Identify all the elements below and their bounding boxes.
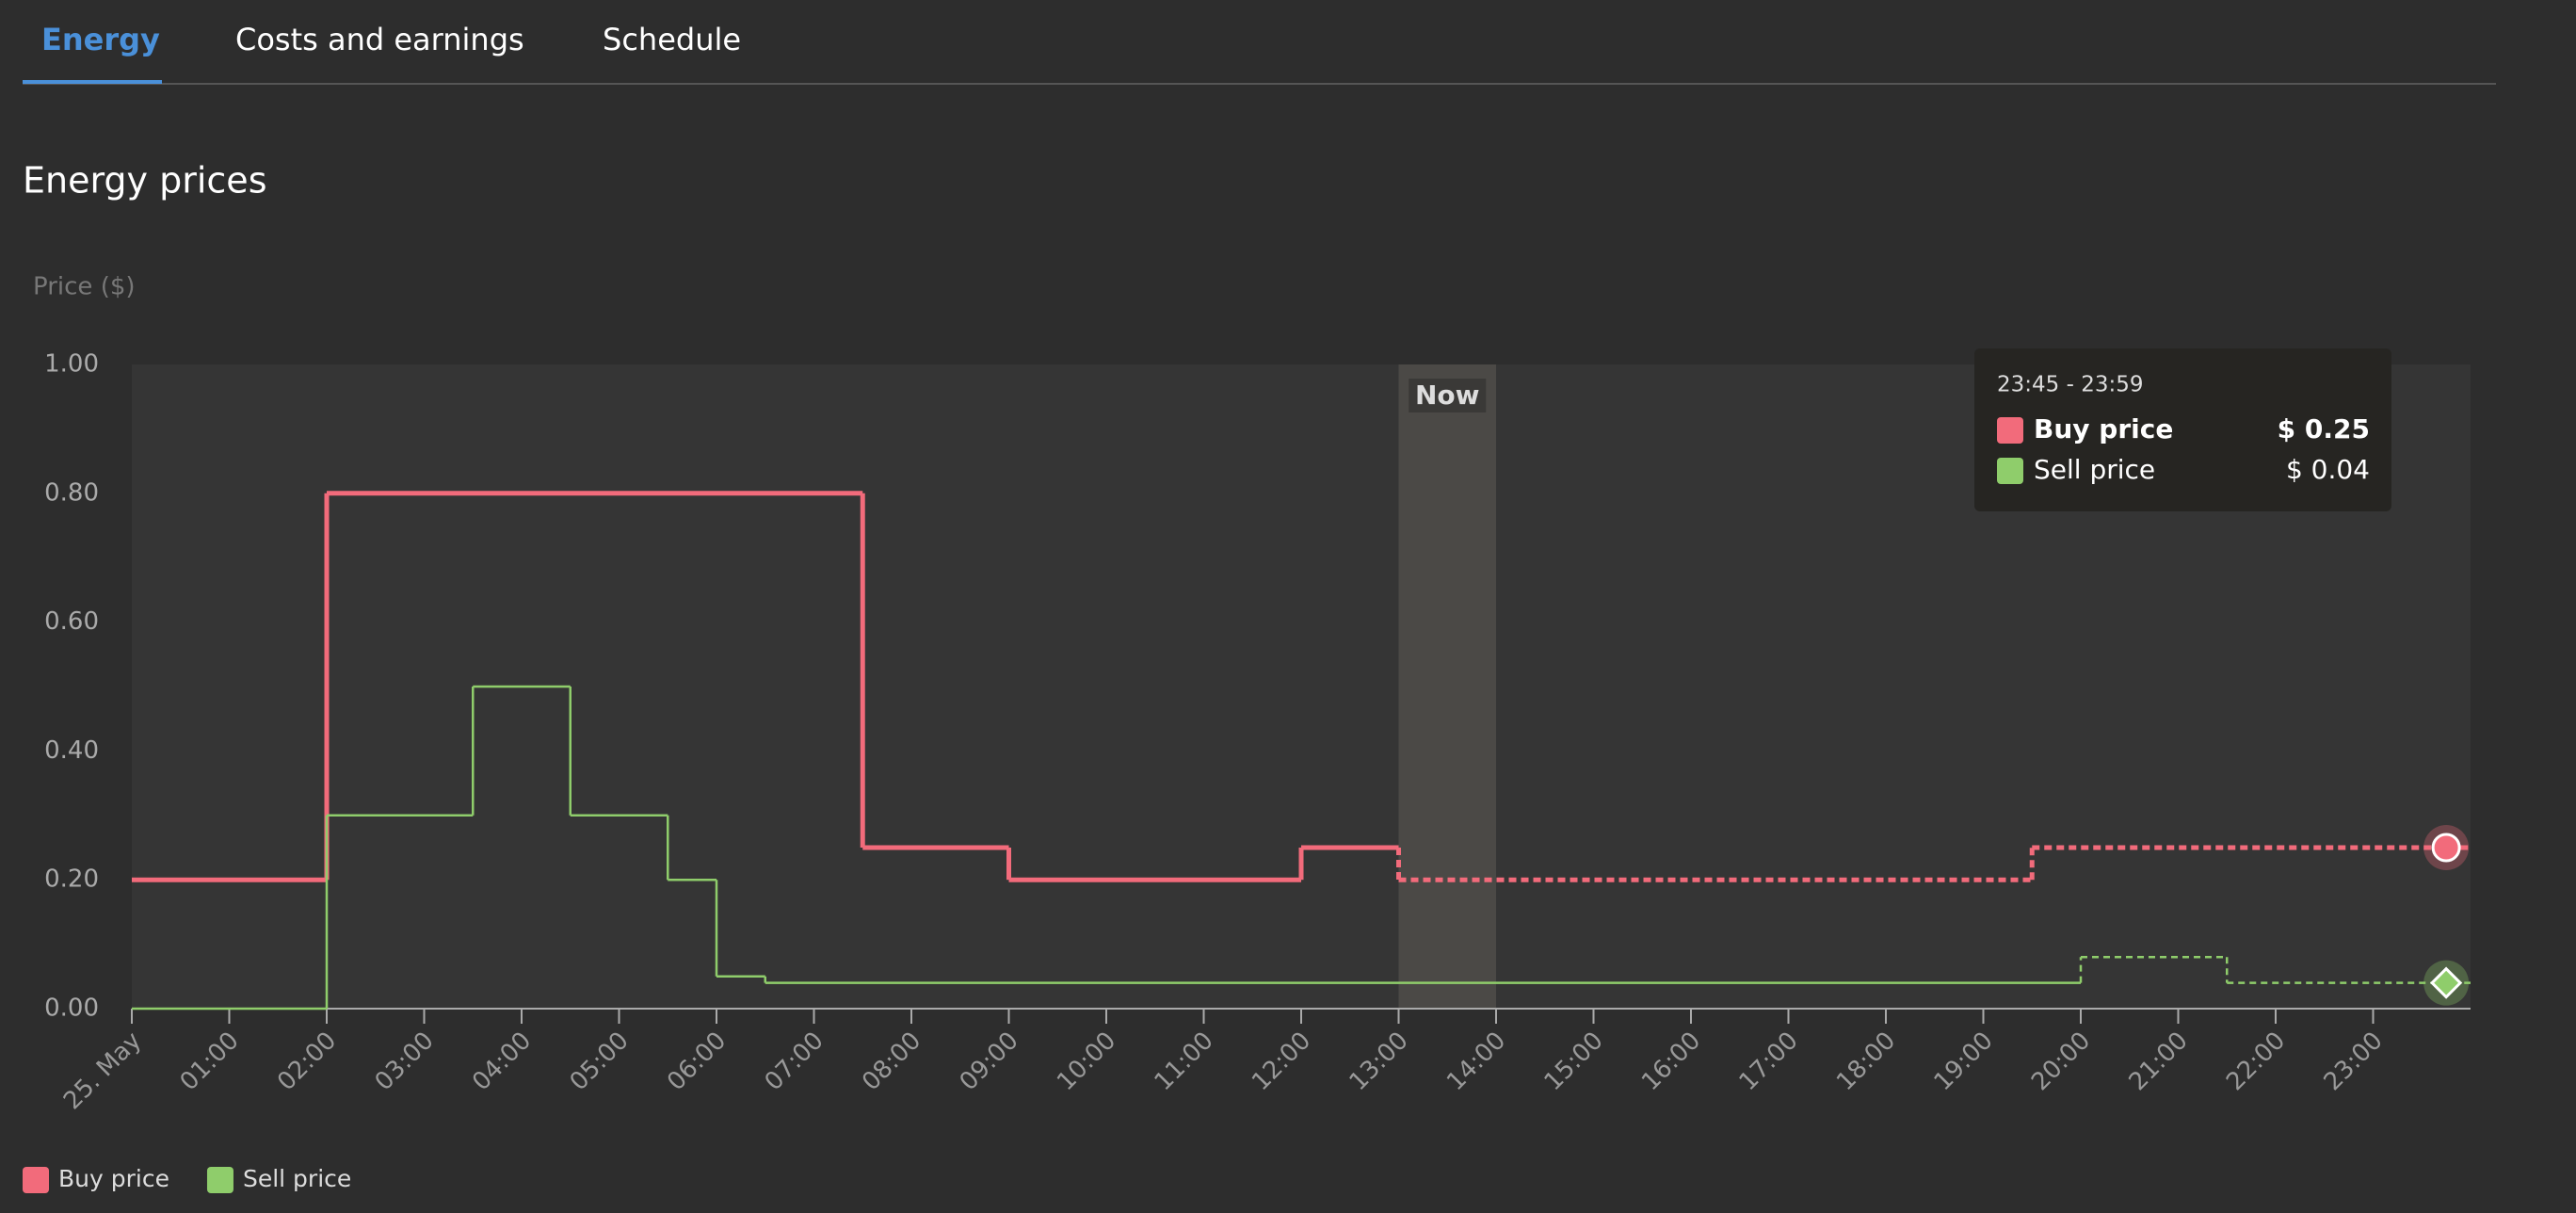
y-tick-label: 0.00 <box>44 995 99 1023</box>
tab[interactable]: Energy <box>41 22 160 57</box>
y-tick-label: 0.80 <box>44 478 99 507</box>
tooltip-series-name: Sell price <box>2034 454 2155 485</box>
now-label-box <box>1409 379 1487 412</box>
now-band <box>1398 364 1496 1009</box>
active-tab-underline <box>23 80 162 84</box>
legend-label[interactable]: Buy price <box>58 1165 169 1192</box>
now-label: Now <box>1415 380 1480 411</box>
legend-label[interactable]: Sell price <box>243 1165 351 1192</box>
y-axis-label: Price ($) <box>33 273 136 301</box>
hover-marker <box>2430 966 2463 999</box>
tab[interactable]: Schedule <box>603 22 741 57</box>
tooltip-box <box>1974 348 2391 511</box>
tabs: Energy Costs and earnings Schedule <box>23 22 2496 85</box>
tab[interactable]: Costs and earnings <box>235 22 524 57</box>
tooltip-value: $ 0.04 <box>2286 454 2370 485</box>
y-tick-label: 1.00 <box>44 350 99 379</box>
tooltip-value: $ 0.25 <box>2278 413 2370 445</box>
hover-marker <box>2431 833 2461 863</box>
legend-swatch <box>206 1167 233 1193</box>
y-tick-label: 0.40 <box>44 736 99 765</box>
y-tick-label: 0.60 <box>44 607 99 636</box>
tooltip-swatch <box>1997 458 2023 484</box>
chart-title: Energy prices <box>23 160 267 202</box>
tooltip: 23:45 - 23:59 Buy price $ 0.25 Sell price $ … <box>1974 348 2391 511</box>
legend-swatch <box>23 1167 49 1193</box>
tooltip-time: 23:45 - 23:59 <box>1997 373 2144 397</box>
y-tick-label: 0.20 <box>44 865 99 894</box>
tooltip-series-name: Buy price <box>2034 413 2173 445</box>
tooltip-swatch <box>1997 417 2023 444</box>
